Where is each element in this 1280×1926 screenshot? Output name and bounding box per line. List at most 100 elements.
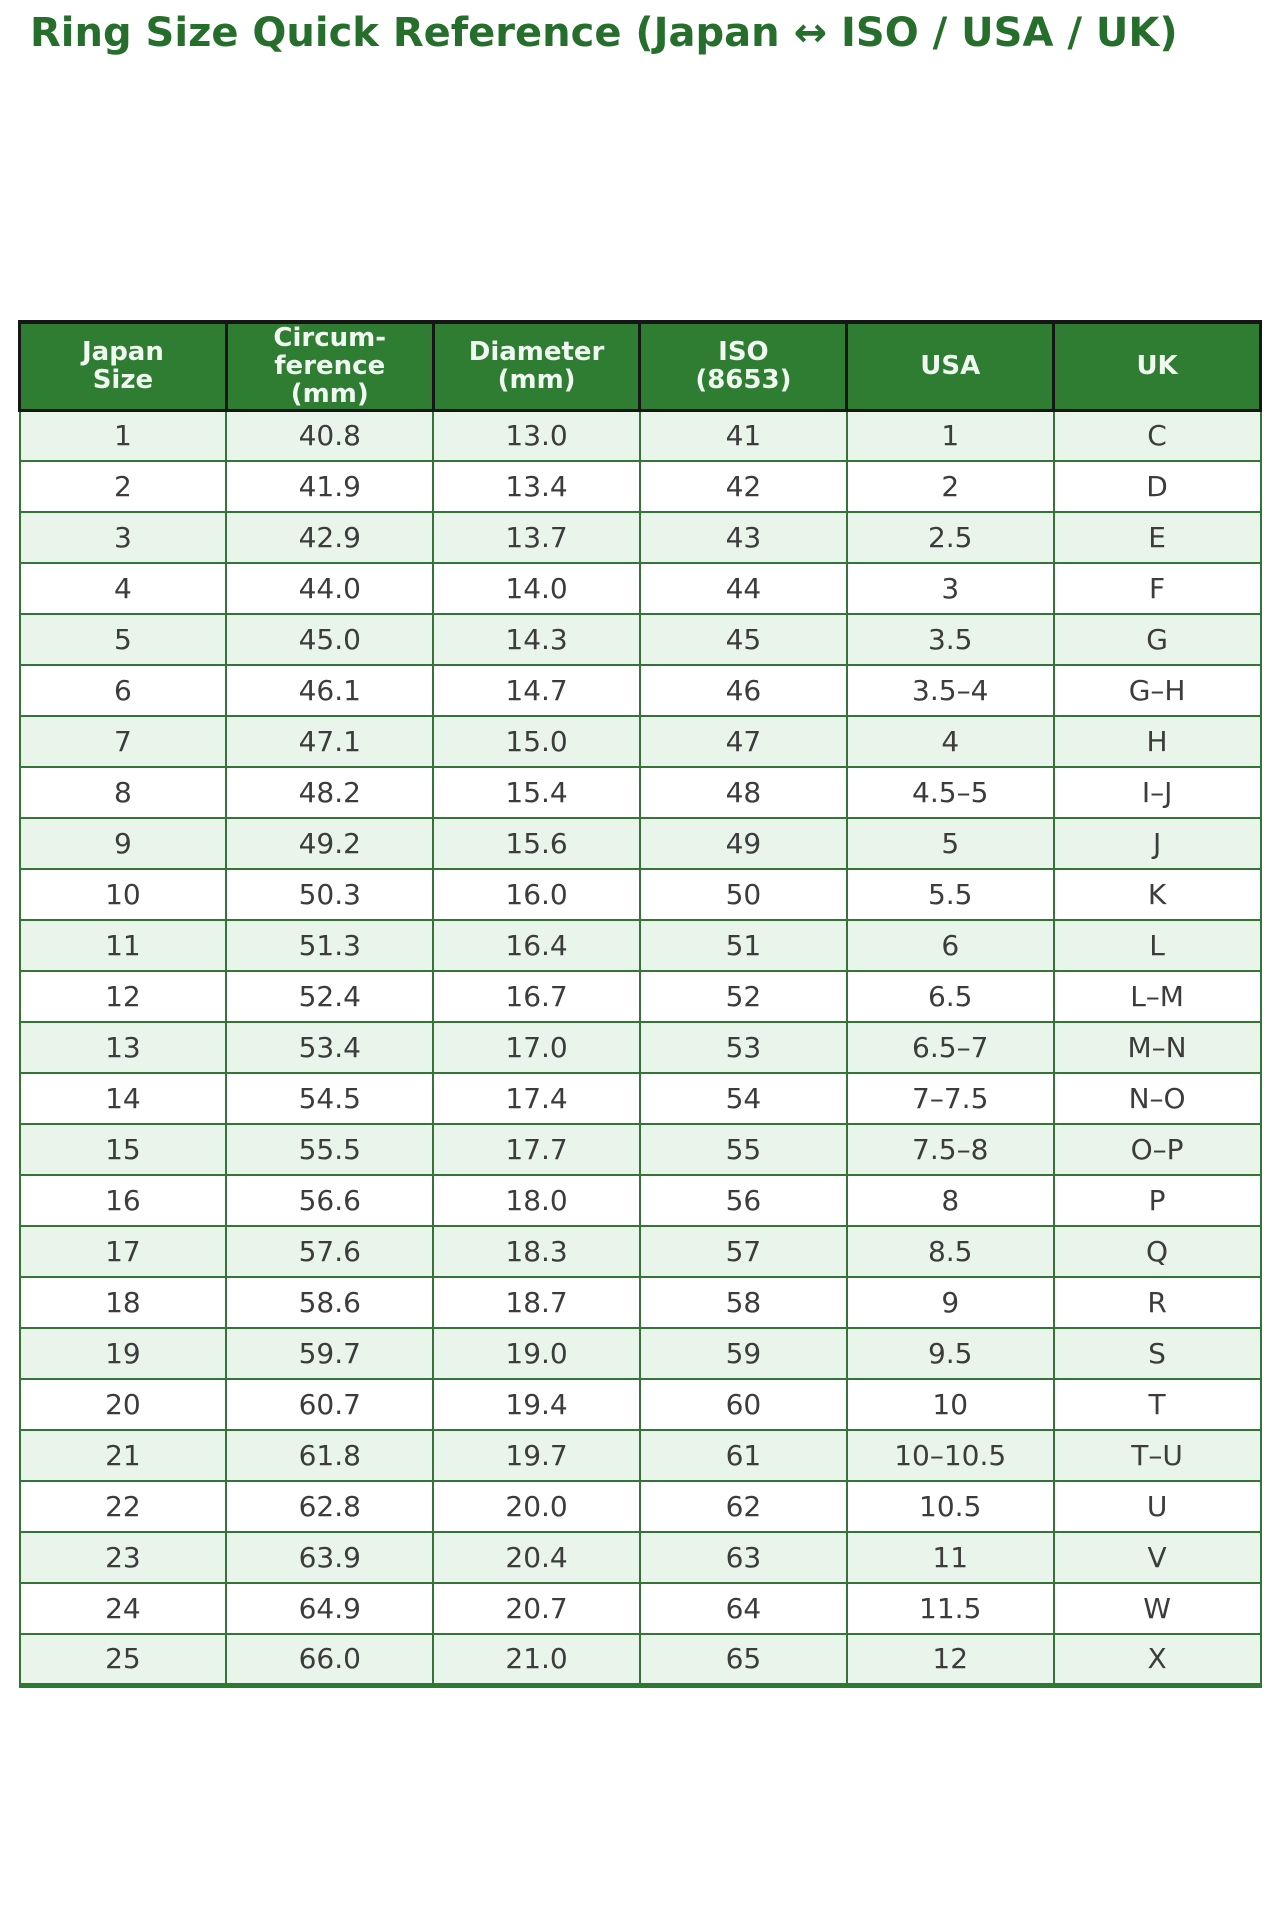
table-row: 20 60.7 19.4 60 10 T — [18, 1378, 1262, 1431]
cell-circumference-mm: 40.8 — [225, 409, 435, 462]
cell-usa: 10 — [845, 1378, 1055, 1431]
cell-uk: R — [1052, 1276, 1262, 1329]
cell-usa: 6 — [845, 919, 1055, 972]
cell-circumference-mm: 51.3 — [225, 919, 435, 972]
cell-usa: 5 — [845, 817, 1055, 870]
cell-iso-8653: 42 — [638, 460, 848, 513]
table-row: 22 62.8 20.0 62 10.5 U — [18, 1480, 1262, 1533]
cell-iso-8653: 43 — [638, 511, 848, 564]
cell-circumference-mm: 62.8 — [225, 1480, 435, 1533]
cell-diameter-mm: 17.0 — [432, 1021, 641, 1074]
cell-japan-size: 14 — [18, 1072, 228, 1125]
cell-uk: L — [1052, 919, 1262, 972]
cell-diameter-mm: 15.6 — [432, 817, 641, 870]
cell-usa: 6.5–7 — [845, 1021, 1055, 1074]
cell-diameter-mm: 19.0 — [432, 1327, 641, 1380]
col-header-circumference: Circum- ference (mm) — [224, 320, 435, 412]
cell-japan-size: 16 — [18, 1174, 228, 1227]
table-row: 17 57.6 18.3 57 8.5 Q — [18, 1225, 1262, 1278]
cell-uk: M–N — [1052, 1021, 1262, 1074]
cell-circumference-mm: 49.2 — [225, 817, 435, 870]
cell-usa: 11 — [845, 1531, 1055, 1584]
cell-usa: 11.5 — [845, 1582, 1055, 1635]
cell-usa: 4 — [845, 715, 1055, 768]
cell-uk: N–O — [1052, 1072, 1262, 1125]
cell-diameter-mm: 18.7 — [432, 1276, 641, 1329]
cell-iso-8653: 64 — [638, 1582, 848, 1635]
cell-usa: 12 — [845, 1633, 1055, 1686]
cell-japan-size: 3 — [18, 511, 228, 564]
table-row: 13 53.4 17.0 53 6.5–7 M–N — [18, 1021, 1262, 1074]
cell-iso-8653: 60 — [638, 1378, 848, 1431]
table-row: 25 66.0 21.0 65 12 X — [18, 1633, 1262, 1686]
cell-uk: U — [1052, 1480, 1262, 1533]
cell-usa: 5.5 — [845, 868, 1055, 921]
cell-diameter-mm: 16.7 — [432, 970, 641, 1023]
cell-japan-size: 12 — [18, 970, 228, 1023]
cell-iso-8653: 54 — [638, 1072, 848, 1125]
cell-circumference-mm: 60.7 — [225, 1378, 435, 1431]
cell-diameter-mm: 19.7 — [432, 1429, 641, 1482]
cell-japan-size: 22 — [18, 1480, 228, 1533]
table-header: Japan Size Circum- ference (mm) Diameter… — [18, 320, 1262, 412]
cell-japan-size: 21 — [18, 1429, 228, 1482]
cell-uk: J — [1052, 817, 1262, 870]
table-row: 11 51.3 16.4 51 6 L — [18, 919, 1262, 972]
cell-diameter-mm: 13.7 — [432, 511, 641, 564]
cell-usa: 2 — [845, 460, 1055, 513]
cell-iso-8653: 65 — [638, 1633, 848, 1686]
cell-uk: G–H — [1052, 664, 1262, 717]
table-body: 1 40.8 13.0 41 1 C 2 41.9 13.4 42 2 D 3 42.9 13.7 43 2.5… — [18, 409, 1262, 1686]
cell-japan-size: 9 — [18, 817, 228, 870]
cell-uk: I–J — [1052, 766, 1262, 819]
cell-usa: 9.5 — [845, 1327, 1055, 1380]
cell-japan-size: 6 — [18, 664, 228, 717]
cell-usa: 10–10.5 — [845, 1429, 1055, 1482]
col-header-usa: USA — [845, 320, 1056, 412]
table-row: 12 52.4 16.7 52 6.5 L–M — [18, 970, 1262, 1023]
cell-usa: 6.5 — [845, 970, 1055, 1023]
cell-iso-8653: 46 — [638, 664, 848, 717]
cell-iso-8653: 58 — [638, 1276, 848, 1329]
cell-japan-size: 20 — [18, 1378, 228, 1431]
cell-circumference-mm: 41.9 — [225, 460, 435, 513]
cell-iso-8653: 59 — [638, 1327, 848, 1380]
cell-usa: 9 — [845, 1276, 1055, 1329]
cell-usa: 4.5–5 — [845, 766, 1055, 819]
cell-circumference-mm: 66.0 — [225, 1633, 435, 1686]
cell-circumference-mm: 45.0 — [225, 613, 435, 666]
cell-circumference-mm: 55.5 — [225, 1123, 435, 1176]
cell-usa: 3 — [845, 562, 1055, 615]
cell-usa: 1 — [845, 409, 1055, 462]
cell-japan-size: 18 — [18, 1276, 228, 1329]
cell-uk: F — [1052, 562, 1262, 615]
cell-circumference-mm: 46.1 — [225, 664, 435, 717]
col-header-iso-8653: ISO (8653) — [638, 320, 849, 412]
cell-iso-8653: 48 — [638, 766, 848, 819]
cell-usa: 3.5–4 — [845, 664, 1055, 717]
cell-japan-size: 23 — [18, 1531, 228, 1584]
cell-iso-8653: 47 — [638, 715, 848, 768]
cell-usa: 2.5 — [845, 511, 1055, 564]
cell-japan-size: 24 — [18, 1582, 228, 1635]
cell-circumference-mm: 48.2 — [225, 766, 435, 819]
cell-uk: E — [1052, 511, 1262, 564]
page-title: Ring Size Quick Reference (Japan ↔ ISO /… — [30, 10, 1178, 56]
table-row: 7 47.1 15.0 47 4 H — [18, 715, 1262, 768]
cell-uk: D — [1052, 460, 1262, 513]
table-row: 15 55.5 17.7 55 7.5–8 O–P — [18, 1123, 1262, 1176]
header-row: Japan Size Circum- ference (mm) Diameter… — [18, 320, 1262, 412]
cell-iso-8653: 55 — [638, 1123, 848, 1176]
col-header-japan-size: Japan Size — [18, 320, 228, 412]
cell-circumference-mm: 58.6 — [225, 1276, 435, 1329]
table-row: 6 46.1 14.7 46 3.5–4 G–H — [18, 664, 1262, 717]
cell-uk: K — [1052, 868, 1262, 921]
table-row: 23 63.9 20.4 63 11 V — [18, 1531, 1262, 1584]
cell-iso-8653: 61 — [638, 1429, 848, 1482]
cell-uk: P — [1052, 1174, 1262, 1227]
cell-japan-size: 25 — [18, 1633, 228, 1686]
cell-uk: W — [1052, 1582, 1262, 1635]
cell-diameter-mm: 19.4 — [432, 1378, 641, 1431]
cell-circumference-mm: 42.9 — [225, 511, 435, 564]
table-row: 3 42.9 13.7 43 2.5 E — [18, 511, 1262, 564]
